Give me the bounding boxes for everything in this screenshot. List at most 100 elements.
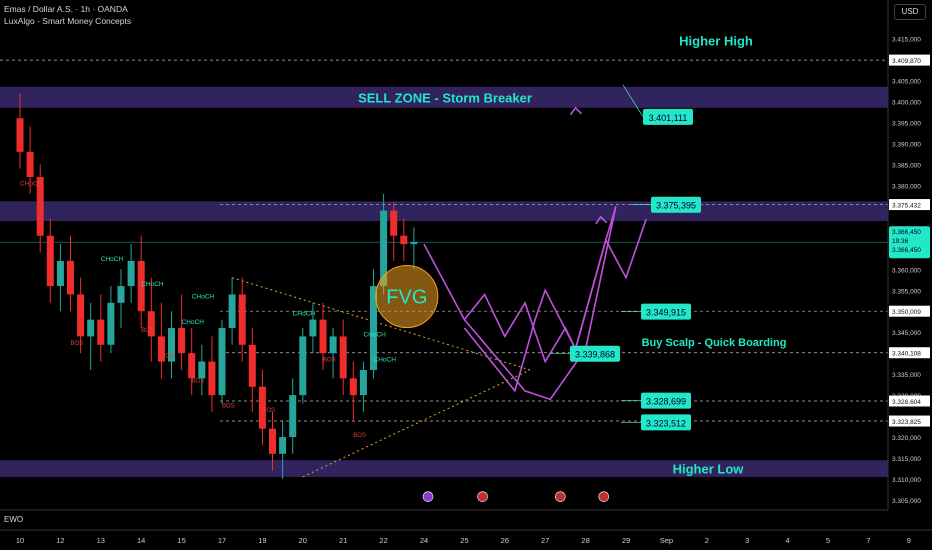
callout-box — [651, 196, 701, 213]
chart-title: Emas / Dollar A.S. · 1h · OANDA — [4, 4, 128, 14]
choch-label: CHoCH — [141, 281, 164, 288]
price-tick: 3.405,000 — [892, 79, 921, 86]
currency-button[interactable]: USD — [894, 4, 926, 20]
time-tick: 19 — [258, 536, 266, 545]
current-price-text: 19:36 — [892, 238, 909, 245]
time-tick: 17 — [218, 536, 226, 545]
callout-box — [641, 392, 691, 409]
candle-body — [208, 361, 216, 396]
callout-leader — [622, 84, 644, 118]
price-tag-text: 3.350,009 — [892, 309, 921, 316]
higher-low-label: Higher Low — [673, 462, 745, 477]
fvg-circle — [375, 265, 439, 329]
callout-box — [641, 414, 691, 431]
price-tick: 3.395,000 — [892, 120, 921, 127]
event-icon — [477, 491, 488, 502]
price-tick: 3.320,000 — [892, 435, 921, 442]
time-tick: 13 — [97, 536, 105, 545]
candle-body — [36, 177, 44, 236]
callout-text: 3.328,699 — [646, 397, 686, 407]
candle-body — [359, 369, 367, 396]
event-icon — [555, 491, 566, 502]
time-tick: 28 — [581, 536, 589, 545]
bos-label: BOS — [222, 404, 235, 410]
choch-label: CHoCH — [101, 256, 124, 263]
choch-label: CHoCH — [192, 294, 215, 301]
candle-body — [390, 210, 398, 236]
candle-body — [147, 311, 155, 337]
candle-body — [77, 294, 85, 337]
price-tag-text: 3.375,432 — [892, 203, 921, 210]
price-tick: 3.310,000 — [892, 477, 921, 484]
projection-path-3 — [463, 206, 617, 401]
candle-body — [309, 319, 317, 337]
price-tick: 3.345,000 — [892, 330, 921, 337]
candle-body — [299, 336, 307, 396]
current-price-text: 3.366,450 — [892, 229, 921, 236]
time-tick: 3 — [745, 536, 749, 545]
bos-label: BOS — [192, 379, 205, 385]
trendline-lower — [302, 369, 531, 478]
projection-arrowhead — [569, 106, 583, 116]
current-price-text: 3.366,450 — [892, 247, 921, 254]
callout-text: 3.375,395 — [656, 201, 696, 211]
time-tick: 9 — [907, 536, 911, 545]
candle-body — [87, 319, 95, 337]
candle-body — [67, 260, 74, 295]
time-tick: 21 — [339, 536, 347, 545]
candle-body — [198, 361, 206, 379]
candle-body — [380, 210, 388, 287]
time-tick: 14 — [137, 536, 145, 545]
candle-body — [168, 328, 175, 362]
event-icon — [598, 491, 610, 502]
candle-body — [279, 437, 287, 454]
candle-body — [218, 328, 226, 396]
callout-box — [643, 108, 693, 125]
price-tick: 3.355,000 — [892, 288, 921, 295]
candle-body — [97, 319, 105, 345]
callout-text: 3.349,915 — [646, 308, 686, 318]
candle-body — [339, 336, 347, 379]
time-tick: 4 — [786, 536, 790, 545]
price-tag — [889, 199, 930, 211]
callout-box — [570, 345, 620, 362]
time-tick: 24 — [420, 536, 428, 545]
time-tick: 7 — [866, 536, 870, 545]
price-tag-text: 3.340,108 — [892, 351, 921, 358]
candle-body — [228, 294, 236, 329]
current-price-tag — [889, 226, 930, 259]
price-tag — [889, 395, 930, 407]
bos-label: BOS — [262, 408, 275, 414]
price-tick: 3.380,000 — [892, 183, 921, 190]
callout-text: 3.323,512 — [646, 418, 686, 428]
callout-text: 3.401,111 — [649, 113, 688, 123]
candle-body — [26, 151, 34, 178]
price-tag — [889, 54, 930, 66]
time-tick: 10 — [16, 536, 24, 545]
indicator-label[interactable]: LuxAlgo - Smart Money Concepts — [4, 16, 132, 26]
candle-body — [137, 260, 145, 312]
time-tick: 27 — [541, 536, 549, 545]
candle-body — [117, 286, 125, 303]
bos-label: BOS — [161, 353, 174, 359]
sell-zone-label: SELL ZONE - Storm Breaker — [358, 90, 532, 105]
price-tick: 3.335,000 — [892, 372, 921, 379]
time-tick: 29 — [622, 536, 630, 545]
candle-body — [248, 344, 256, 387]
price-tag-text: 3.409,870 — [892, 58, 921, 65]
higher-high-label: Higher High — [679, 34, 753, 49]
candle-body — [269, 428, 276, 454]
time-tick: 22 — [379, 536, 387, 545]
price-tick: 3.360,000 — [892, 267, 921, 274]
candle-body — [46, 235, 54, 287]
candle-body — [157, 336, 165, 362]
projection-path-2 — [463, 206, 617, 393]
choch-label: CHoCH — [293, 310, 316, 317]
time-tick: 15 — [177, 536, 185, 545]
candle-body — [107, 302, 115, 345]
time-tick: 12 — [56, 536, 64, 545]
price-tag-text: 3.328,604 — [892, 399, 921, 406]
ewo-pane-label[interactable]: EWO — [4, 515, 24, 524]
